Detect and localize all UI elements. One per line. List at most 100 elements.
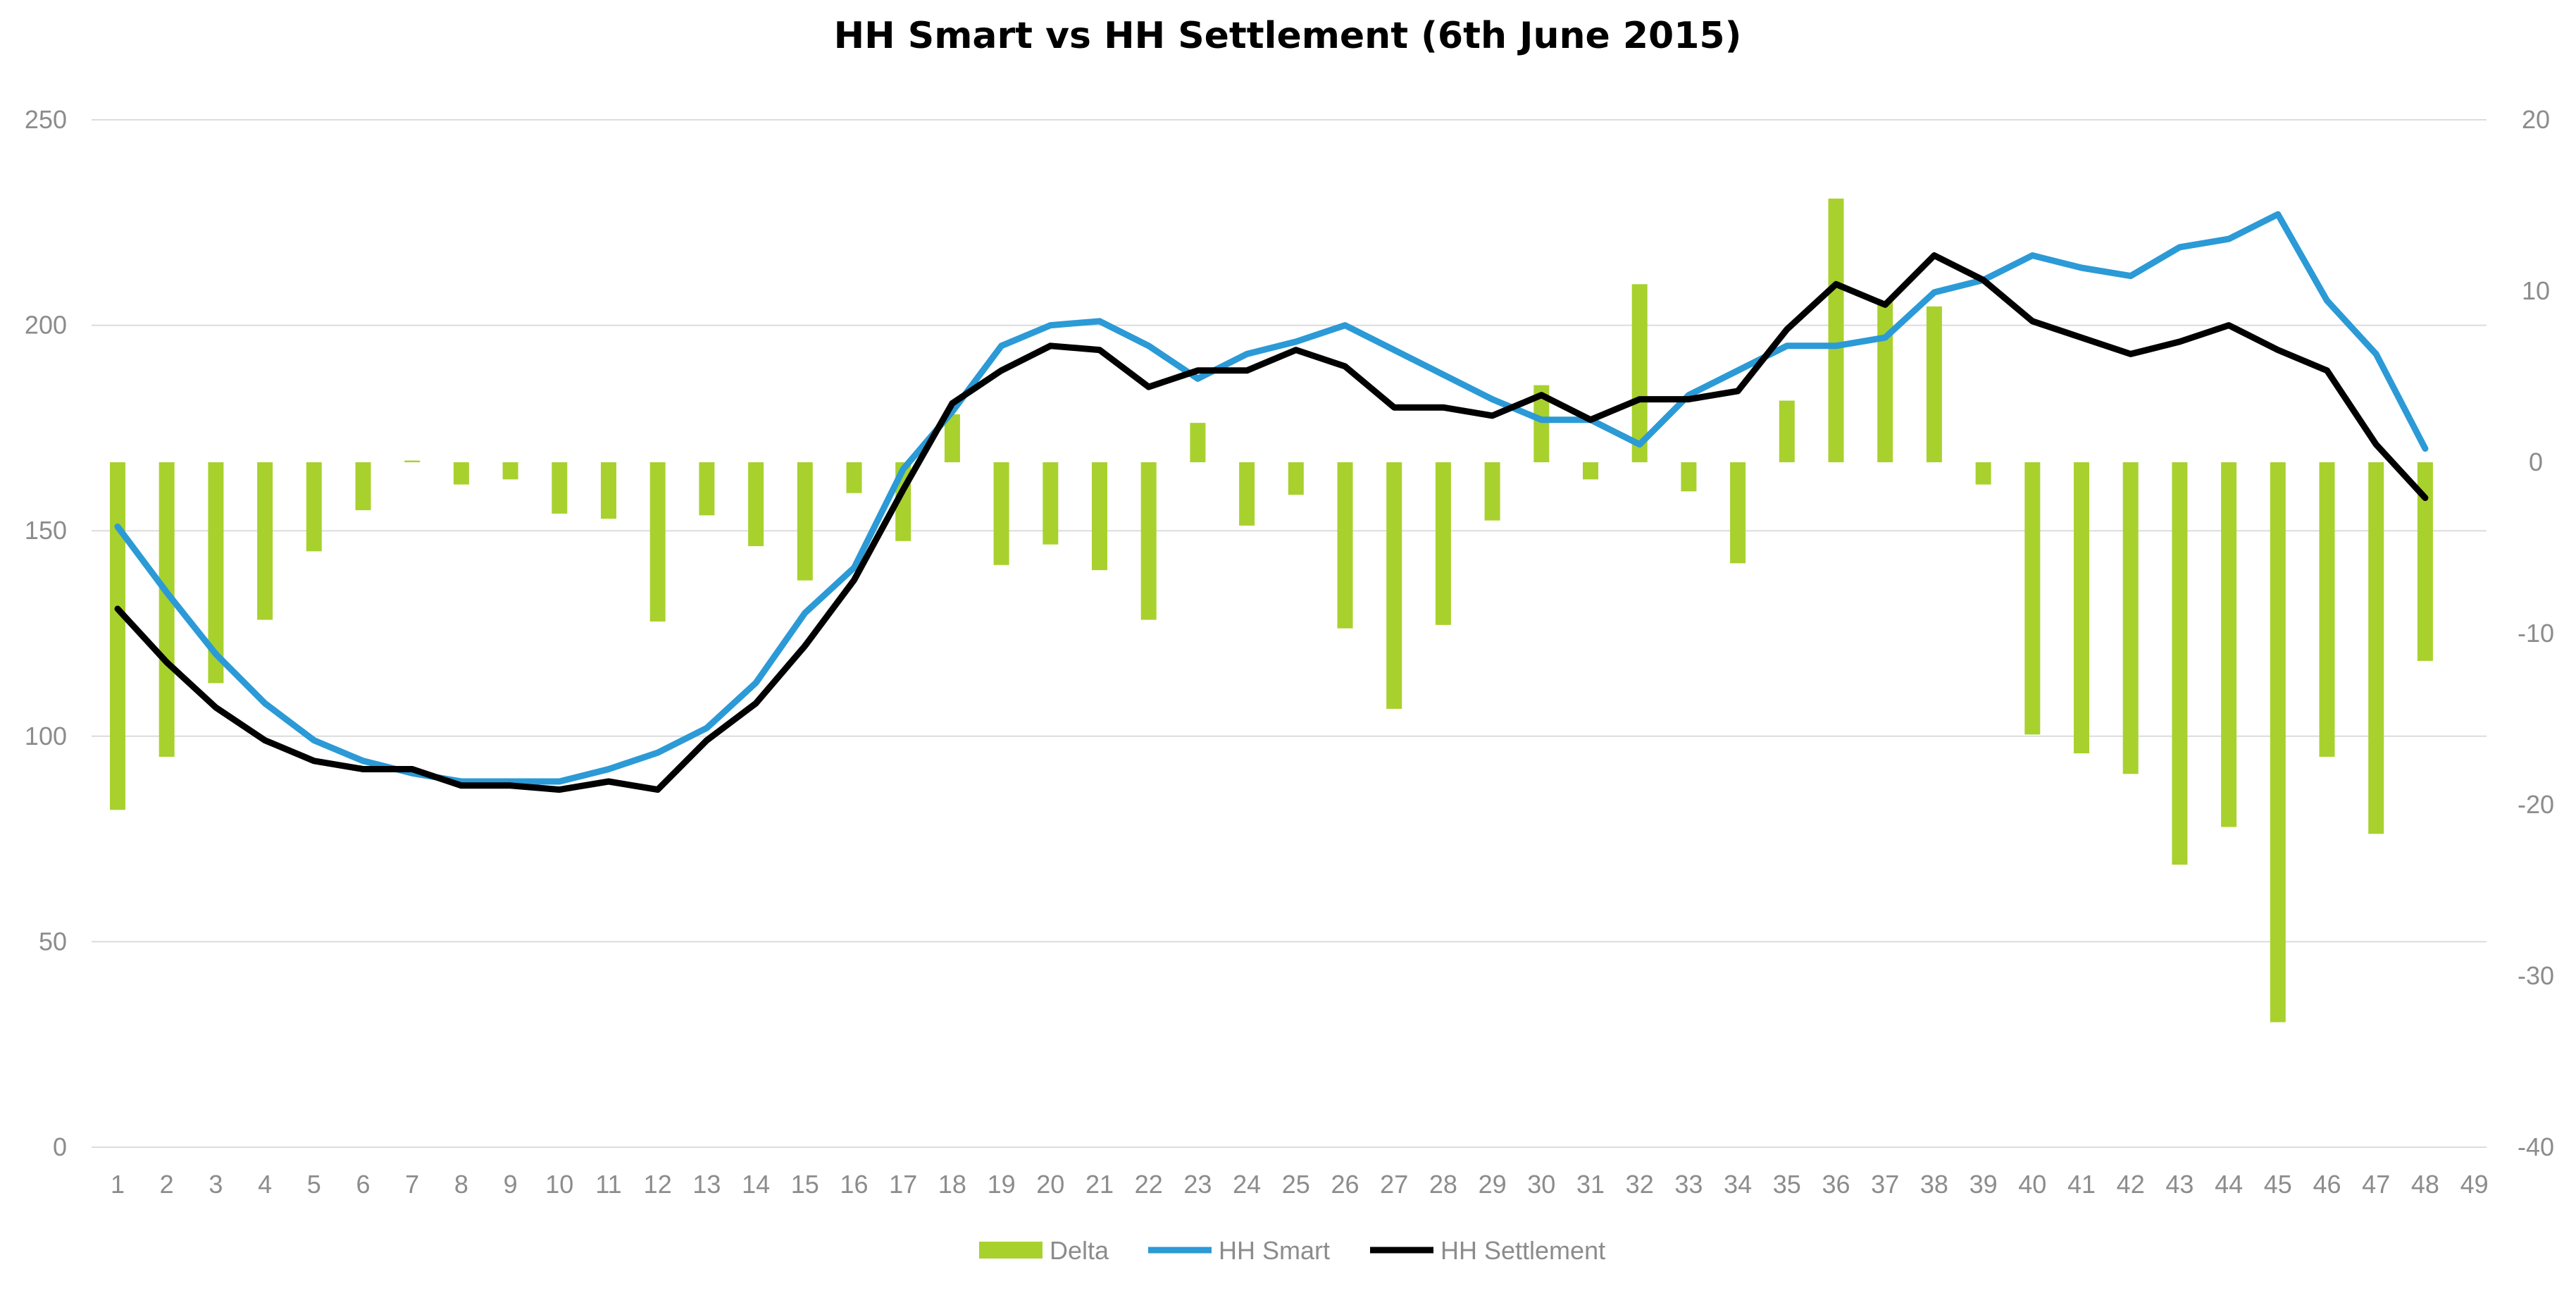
delta-bar (649, 462, 666, 622)
hh-smart-line (114, 211, 2429, 785)
x-tick-label: 11 (595, 1170, 621, 1199)
delta-bars (110, 198, 2433, 1022)
delta-bar (2417, 462, 2433, 661)
hh-settlement-line (114, 252, 2429, 793)
x-tick-label: 49 (2460, 1170, 2489, 1199)
legend-label: HH Smart (1219, 1236, 1330, 1265)
delta-bar (2221, 462, 2237, 827)
x-tick-label: 32 (1626, 1170, 1654, 1199)
delta-bar (1533, 385, 1550, 462)
chart-title: HH Smart vs HH Settlement (6th June 2015… (834, 15, 1742, 57)
x-tick-label: 5 (307, 1170, 321, 1199)
x-tick-label: 39 (1970, 1170, 1998, 1199)
delta-bar (1239, 462, 1255, 526)
x-tick-label: 15 (791, 1170, 819, 1199)
delta-bar (110, 462, 125, 810)
x-tick-label: 7 (405, 1170, 419, 1199)
delta-bar (158, 462, 175, 757)
legend-delta: Delta (979, 1236, 1109, 1265)
x-tick-label: 2 (160, 1170, 174, 1199)
delta-bar (1877, 301, 1893, 462)
x-tick-label: 47 (2362, 1170, 2390, 1199)
x-tick-label: 40 (2018, 1170, 2046, 1199)
delta-bar (1583, 462, 1598, 480)
delta-bar (1435, 462, 1451, 625)
delta-bar (306, 462, 322, 552)
x-tick-label: 30 (1527, 1170, 1555, 1199)
x-tick-label: 19 (988, 1170, 1016, 1199)
delta-bar (601, 462, 616, 519)
right-tick-label: -10 (2518, 619, 2554, 648)
x-tick-label: 17 (889, 1170, 917, 1199)
legend-label: HH Settlement (1441, 1236, 1605, 1265)
delta-bar (2172, 462, 2188, 865)
x-tick-label: 38 (1920, 1170, 1948, 1199)
x-tick-label: 25 (1282, 1170, 1310, 1199)
x-tick-label: 42 (2117, 1170, 2145, 1199)
legend-hh-smart: HH Smart (1148, 1236, 1330, 1265)
delta-bar (1730, 462, 1746, 564)
x-tick-label: 43 (2165, 1170, 2194, 1199)
x-tick-label: 8 (454, 1170, 468, 1199)
delta-bar (404, 460, 421, 462)
left-tick-label: 150 (25, 516, 67, 545)
x-tick-label: 46 (2313, 1170, 2341, 1199)
x-tick-label: 35 (1773, 1170, 1801, 1199)
delta-bar (1386, 462, 1402, 709)
x-tick-label: 26 (1331, 1170, 1359, 1199)
x-tick-label: 37 (1871, 1170, 1899, 1199)
delta-bar (2074, 462, 2089, 754)
legend-label: Delta (1050, 1236, 1109, 1265)
series-lines (114, 211, 2429, 793)
delta-bar (208, 462, 224, 684)
delta-bar (1631, 284, 1648, 462)
delta-bar (993, 462, 1009, 565)
x-tick-label: 20 (1036, 1170, 1064, 1199)
delta-bar (2024, 462, 2041, 735)
delta-bar (1190, 423, 1206, 462)
x-tick-label: 31 (1576, 1170, 1605, 1199)
x-tick-label: 4 (258, 1170, 272, 1199)
delta-bar (1092, 462, 1107, 571)
delta-bar (2270, 462, 2286, 1022)
x-tick-label: 21 (1085, 1170, 1114, 1199)
right-tick-label: -30 (2518, 961, 2554, 990)
delta-bar (1779, 400, 1795, 462)
delta-bar (846, 462, 862, 493)
x-tick-label: 29 (1479, 1170, 1507, 1199)
left-tick-label: 200 (25, 311, 67, 340)
x-axis: 1 2 3 4 5 6 7 8 9 10 11 12 13 14 15 16 17 18 19 20 21 22 23 24 2… (111, 1170, 2489, 1199)
legend-hh-settlement: HH Settlement (1370, 1236, 1605, 1265)
delta-bar (2122, 462, 2139, 774)
delta-bar (1926, 306, 1942, 462)
left-axis: 0 50 100 150 200 250 (25, 105, 67, 1161)
x-tick-label: 1 (111, 1170, 125, 1199)
delta-bar (1828, 198, 1844, 462)
x-tick-label: 13 (692, 1170, 721, 1199)
x-tick-label: 24 (1233, 1170, 1261, 1199)
x-tick-label: 33 (1674, 1170, 1703, 1199)
right-tick-label: 0 (2529, 447, 2543, 476)
x-tick-label: 18 (938, 1170, 966, 1199)
delta-bar (1337, 462, 1353, 629)
delta-bar (748, 462, 764, 547)
delta-bar (699, 462, 715, 516)
x-tick-label: 22 (1135, 1170, 1163, 1199)
delta-bar (1681, 462, 1697, 492)
x-tick-label: 27 (1380, 1170, 1408, 1199)
x-tick-label: 44 (2215, 1170, 2243, 1199)
delta-bar (552, 462, 568, 514)
delta-bar (1484, 462, 1500, 521)
right-tick-label: 10 (2522, 276, 2550, 305)
right-tick-label: -20 (2518, 790, 2554, 819)
delta-bar (944, 414, 960, 462)
x-tick-label: 16 (840, 1170, 868, 1199)
x-tick-label: 3 (209, 1170, 223, 1199)
x-tick-label: 45 (2264, 1170, 2292, 1199)
delta-bar (257, 462, 273, 620)
delta-bar (1288, 462, 1304, 495)
delta-bar (2319, 462, 2335, 757)
delta-bar (1043, 462, 1059, 545)
delta-bar (1975, 462, 1991, 485)
